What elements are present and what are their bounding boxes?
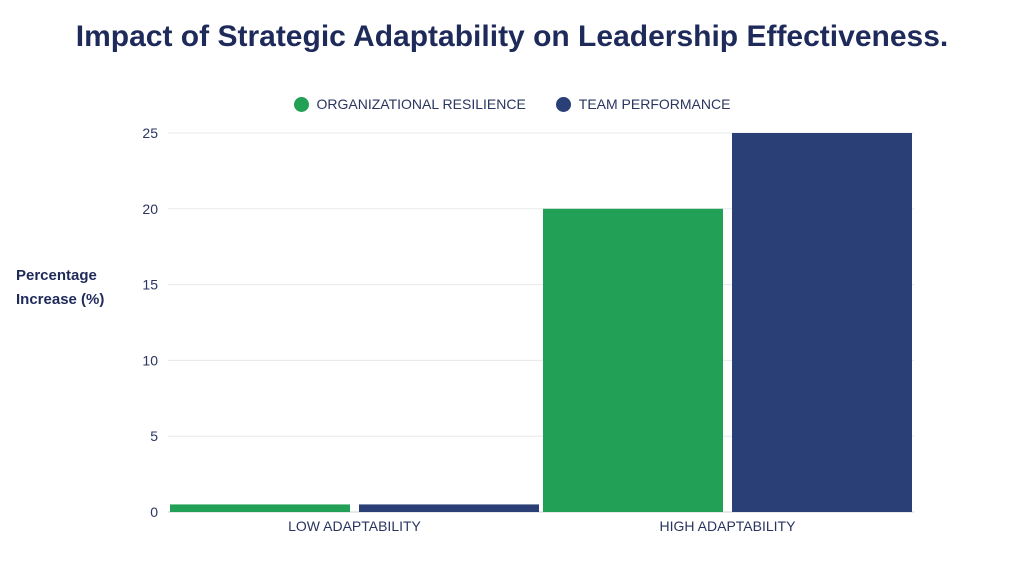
legend-item-organizational-resilience: ORGANIZATIONAL RESILIENCE <box>293 96 526 112</box>
y-tick-label: 20 <box>142 201 158 217</box>
bar-organizational-resilience-high-adaptability <box>543 208 723 513</box>
legend-swatch-team-performance <box>555 96 571 112</box>
legend-swatch-organizational-resilience <box>293 96 309 112</box>
x-tick-label: LOW ADAPTABILITY <box>288 518 421 534</box>
bar-organizational-resilience-low-adaptability <box>170 504 350 512</box>
bar-team-performance-low-adaptability <box>359 504 539 512</box>
legend-label-organizational-resilience: ORGANIZATIONAL RESILIENCE <box>316 96 526 112</box>
y-tick-label: 15 <box>142 277 158 293</box>
y-axis-label: Percentage Increase (%) <box>16 267 105 308</box>
y-tick-label: 0 <box>150 504 158 520</box>
legend-label-team-performance: TEAM PERFORMANCE <box>578 96 731 112</box>
legend-item-team-performance: TEAM PERFORMANCE <box>555 96 731 112</box>
chart-title: Impact of Strategic Adaptability on Lead… <box>75 20 949 53</box>
y-tick-label: 25 <box>142 125 158 141</box>
x-tick-label: HIGH ADAPTABILITY <box>660 518 797 534</box>
y-tick-label: 5 <box>150 428 158 444</box>
bar-team-performance-high-adaptability <box>732 133 912 512</box>
y-tick-label: 10 <box>142 352 158 368</box>
legend: ORGANIZATIONAL RESILIENCE TEAM PERFORMAN… <box>0 96 1024 112</box>
